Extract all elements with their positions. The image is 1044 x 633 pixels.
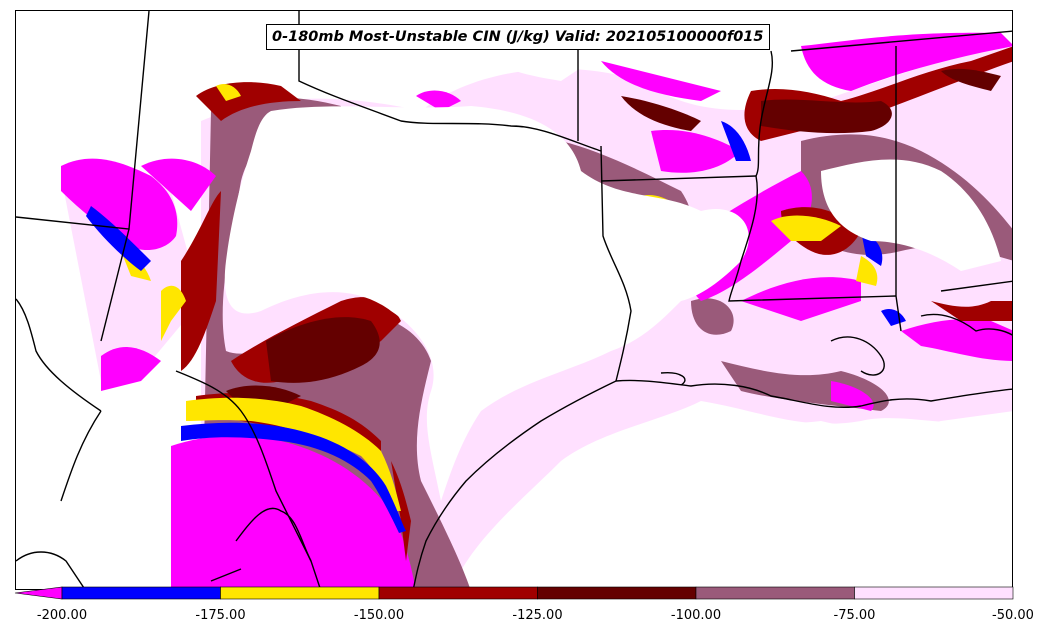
colorbar-tick-label: -200.00: [36, 608, 88, 623]
colorbar-tick-label: -75.00: [833, 608, 876, 623]
colorbar-tick-label: -50.00: [992, 608, 1034, 623]
colorbar-bin: [378, 586, 538, 600]
cin-band-above-50: [224, 49, 1012, 589]
colorbar-bin: [537, 586, 697, 600]
colorbar-bin: [695, 586, 855, 600]
colorbar-tick-label: -100.00: [670, 608, 722, 623]
map-panel: 0-180mb Most-Unstable CIN (J/kg) Valid: …: [15, 10, 1013, 590]
colorbar: [14, 586, 1014, 600]
colorbar-bin: [61, 586, 221, 600]
coastline: [412, 313, 1012, 589]
cin-map: [16, 11, 1012, 589]
state-boundaries: [16, 11, 1012, 589]
colorbar-bin: [220, 586, 380, 600]
colorbar-tick-label: -125.00: [512, 608, 563, 623]
map-title: 0-180mb Most-Unstable CIN (J/kg) Valid: …: [266, 24, 770, 50]
colorbar-bins: [61, 586, 1014, 600]
cin-band-125-100: [226, 68, 1001, 406]
colorbar-bin: [854, 586, 1014, 600]
colorbar-tick-label: -175.00: [195, 608, 246, 623]
colorbar-tick-label: -150.00: [353, 608, 405, 623]
colorbar-extend-arrow: [14, 586, 63, 600]
